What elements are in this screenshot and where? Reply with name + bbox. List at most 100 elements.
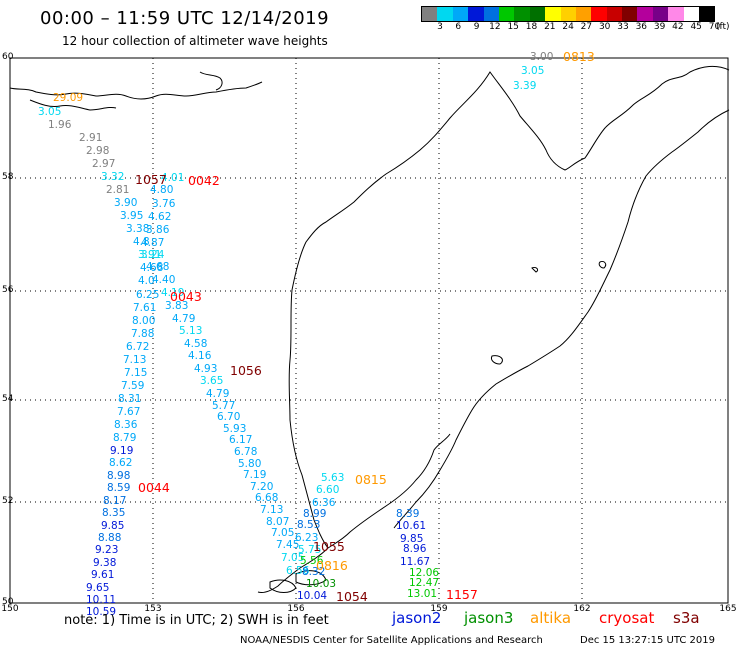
colorbar-tick-label: 45 xyxy=(690,22,702,32)
colorbar-tick-label: 70 xyxy=(708,22,721,32)
wave-height-value: 7.59 xyxy=(121,380,144,392)
latitude-tick-label: 60 xyxy=(2,52,14,62)
colorbar-swatch xyxy=(514,7,530,21)
wave-height-value: 6.68 xyxy=(255,492,278,504)
wave-height-value: 8.79 xyxy=(113,432,136,444)
wave-height-value: 13.01 xyxy=(407,588,437,600)
wave-height-value: 7.05 xyxy=(271,527,294,539)
pass-time-label: 1056 xyxy=(230,363,262,378)
wave-height-value: 3.05 xyxy=(521,65,544,77)
pass-time-label: 1055 xyxy=(313,539,345,554)
shumshu-island xyxy=(269,579,297,593)
paramushir-island xyxy=(295,570,327,586)
pass-time-label: 0042 xyxy=(188,173,220,188)
wave-height-value: 4.16 xyxy=(188,350,212,362)
koni-peninsula xyxy=(29,99,117,111)
wave-height-value: 3.32 xyxy=(101,171,124,183)
lat-lon-grid xyxy=(9,57,729,604)
longitude-tick-label: 150 xyxy=(1,604,18,614)
wave-height-value: 8.17 xyxy=(103,495,126,507)
satellite-legend-entry: s3a xyxy=(673,609,700,627)
wave-height-value: 12.06 xyxy=(409,567,439,579)
wave-height-value: 4.87 xyxy=(141,237,164,249)
wave-height-value: 3.39 xyxy=(513,80,536,92)
wave-height-value: 9.23 xyxy=(95,544,118,556)
colorbar-unit: (ft) xyxy=(716,22,730,32)
colorbar-swatch xyxy=(468,7,484,21)
kamchatka-west-coast xyxy=(288,65,730,549)
colorbar-swatch xyxy=(622,7,638,21)
wave-height-value: 2.91 xyxy=(79,132,102,144)
wave-height-value: 4.58 xyxy=(184,338,207,350)
wave-height-value: 6.25 xyxy=(136,289,159,301)
wave-height-value: 3.38 xyxy=(126,223,149,235)
colorbar-tick-label: 24 xyxy=(562,22,574,32)
colorbar-swatch xyxy=(545,7,561,21)
colorbar-swatch xyxy=(652,7,669,21)
wave-height-value: 7.61 xyxy=(133,302,156,314)
wave-height-value: 3.83 xyxy=(165,300,188,312)
map-frame xyxy=(9,57,729,604)
wave-height-value: 10.11 xyxy=(86,594,116,606)
colorbar-swatch xyxy=(606,7,623,21)
wave-height-value: 5.56 xyxy=(300,555,324,567)
pass-time-label: 0816 xyxy=(316,558,348,573)
wave-height-value: 4.8 xyxy=(133,236,150,248)
wave-height-value: 4.79 xyxy=(206,388,229,400)
wave-height-value: 7.19 xyxy=(243,469,266,481)
colorbar-swatch xyxy=(637,7,653,21)
kamchatka-east-coast xyxy=(393,109,730,529)
colorbar-swatch xyxy=(683,7,700,21)
wave-height-colorbar xyxy=(421,6,716,22)
colorbar-tick-label: 18 xyxy=(525,22,538,32)
wave-height-value: 6.70 xyxy=(217,411,240,423)
wave-height-value: 10.59 xyxy=(86,606,116,618)
colorbar-swatch xyxy=(591,7,607,21)
altimeter-tracks: 29.093.051.962.912.982.973.322.813.903.9… xyxy=(38,51,553,618)
colorbar-tick-label: 12 xyxy=(489,22,501,32)
wave-height-value: 3.24 xyxy=(141,249,165,261)
wave-height-value: 6.36 xyxy=(312,497,336,509)
pass-time-label: 0815 xyxy=(355,472,387,487)
colorbar-tick-label: 42 xyxy=(672,22,684,32)
wave-height-value: 3.00 xyxy=(530,51,553,63)
wave-height-value: 7.05 xyxy=(281,552,304,564)
colorbar-swatch xyxy=(483,7,499,21)
colorbar-swatch xyxy=(699,7,715,21)
wave-height-value: 8.32 xyxy=(302,566,325,578)
wave-height-value: 7.13 xyxy=(260,504,283,516)
wave-height-value: 8.99 xyxy=(303,508,326,520)
colorbar-tick-label: 21 xyxy=(544,22,556,32)
wave-height-value: 6.72 xyxy=(126,341,149,353)
wave-height-value: 8.98 xyxy=(107,470,130,482)
colorbar-tick-label: 27 xyxy=(580,22,593,32)
wave-height-value: 4.79 xyxy=(172,313,195,325)
colorbar-swatch xyxy=(529,7,546,21)
colorbar-tick-label: 15 xyxy=(507,22,519,32)
latitude-tick-label: 56 xyxy=(2,285,14,295)
longitude-tick-label: 159 xyxy=(430,604,447,614)
latitude-tick-label: 54 xyxy=(2,394,14,404)
wave-height-value: 7.13 xyxy=(123,354,146,366)
colorbar-swatch xyxy=(452,7,469,21)
wave-height-value: 2.98 xyxy=(86,145,109,157)
longitude-tick-label: 162 xyxy=(573,604,590,614)
wave-height-value: 9.65 xyxy=(86,582,109,594)
okhotsk-north-coast xyxy=(9,70,263,100)
pass-time-labels: 0813 1057 0042 0043 1056 0815 0044 1055 0816 1054… xyxy=(135,49,595,604)
pass-time-label: 0813 xyxy=(563,49,595,64)
colorbar-tick-label: 39 xyxy=(653,22,666,32)
wave-height-value: 8.96 xyxy=(403,543,427,555)
wave-height-value: 8.88 xyxy=(98,532,121,544)
satellite-legend-entry: jason3 xyxy=(464,609,514,627)
wave-height-value: 4.0 xyxy=(138,275,155,287)
wave-height-value: 8.39 xyxy=(396,508,419,520)
wave-height-value: 8.35 xyxy=(102,507,125,519)
colorbar-tick-label: 9 xyxy=(473,22,480,32)
wave-height-value: 8.31 xyxy=(118,393,141,405)
colorbar-swatch xyxy=(437,7,453,21)
longitude-tick-label: 156 xyxy=(287,604,304,614)
wave-height-value: 5.77 xyxy=(212,400,235,412)
wave-height-value: 7.45 xyxy=(276,539,299,551)
